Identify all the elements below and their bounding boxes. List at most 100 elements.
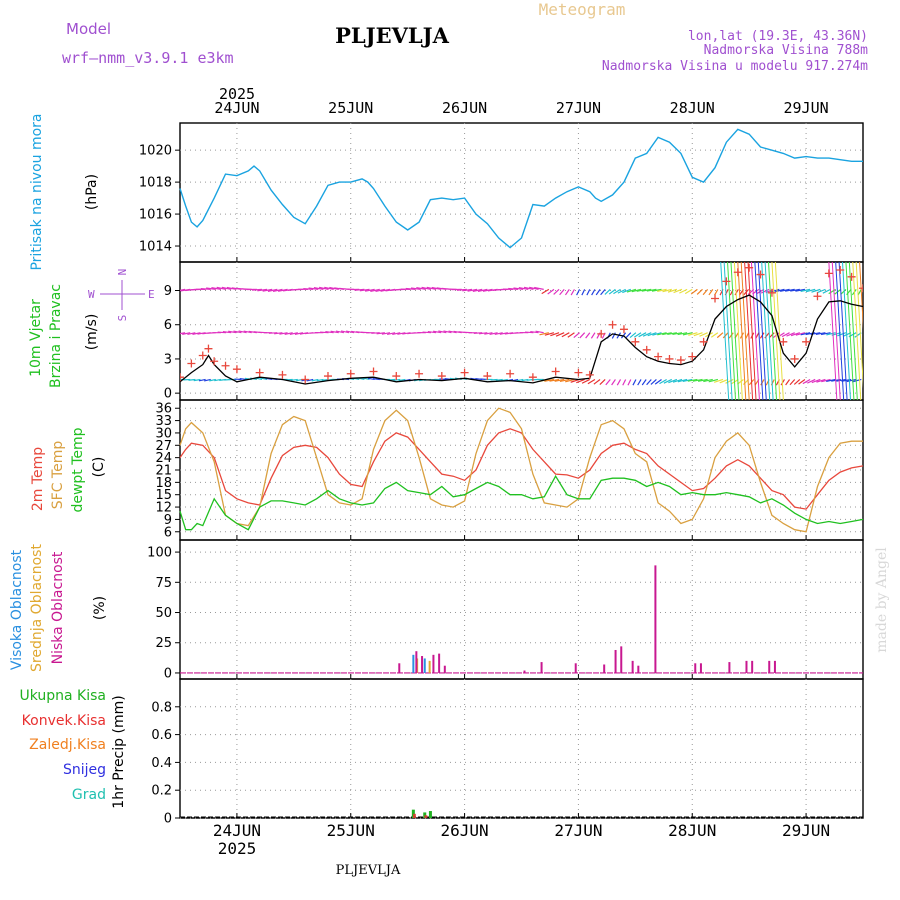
- wind-barb: [637, 379, 642, 386]
- wind-barb: [421, 286, 432, 290]
- wind-barb: [790, 288, 800, 292]
- wind-gust-marker: [210, 357, 219, 366]
- wind-barb: [431, 286, 442, 290]
- wind-barb: [793, 379, 801, 385]
- wind-barb: [663, 378, 673, 384]
- wind-barb: [734, 289, 739, 296]
- wind-barb: [433, 330, 442, 334]
- wind-barb: [690, 288, 698, 295]
- cloud-ytick-label: 0: [164, 666, 172, 681]
- wind-barb: [642, 332, 652, 337]
- wind-gust-marker: [847, 272, 856, 281]
- wind-strong-barb: [774, 262, 784, 400]
- wind-barb: [217, 331, 227, 334]
- wind-barb: [523, 286, 534, 290]
- cloud-low-bar: [773, 660, 776, 673]
- wind-barb: [646, 288, 657, 292]
- wind-barb: [289, 332, 298, 336]
- cloud-low-bar: [637, 665, 640, 673]
- wind-strong-barb: [737, 262, 747, 400]
- wind-barb: [524, 331, 534, 334]
- wind-barb: [693, 332, 703, 337]
- wind-barb: [405, 287, 416, 290]
- wind-barb: [550, 332, 560, 337]
- wind-gust-marker: [676, 356, 685, 365]
- temperature-ytick-label: 9: [164, 513, 172, 528]
- wind-barb: [221, 286, 232, 290]
- wind-barb: [703, 378, 713, 383]
- pressure-title: Pritisak na nivou mora: [29, 113, 45, 270]
- wind-barb: [272, 288, 283, 293]
- wind-gust-marker: [756, 270, 765, 279]
- wind-barb: [840, 288, 847, 295]
- wind-barb: [822, 288, 831, 294]
- year-label-bottom: 2025: [218, 839, 257, 858]
- wind-barb: [308, 287, 319, 290]
- wind-barb: [590, 332, 596, 339]
- precip-conv-bar: [412, 813, 416, 818]
- wind-barb: [627, 379, 632, 386]
- wind-barb: [626, 288, 637, 293]
- wind-gust-marker: [204, 344, 213, 353]
- cloud-high-bar: [412, 654, 415, 673]
- wind-barb: [193, 378, 201, 382]
- wind-speed-line: [180, 294, 863, 385]
- cloud-ytick-label: 25: [155, 636, 172, 651]
- cloud-low-bar: [415, 651, 418, 673]
- cloud-low-bar: [745, 660, 748, 673]
- wind-gust-marker: [180, 373, 184, 382]
- wind-barb: [211, 287, 222, 290]
- wind-unit: (m/s): [84, 314, 100, 351]
- cloud-title-high: Visoka Oblacnost: [9, 549, 25, 670]
- wind-barb: [745, 332, 750, 339]
- wind-gust-marker: [767, 288, 776, 297]
- cloud-high-bar: [423, 658, 426, 673]
- wind-barb: [354, 288, 365, 291]
- top-day-labels: 24JUN 25JUN 26JUN 27JUN 28JUN 29JUN: [214, 99, 828, 117]
- wind-barb: [559, 378, 570, 383]
- wind-barb: [561, 332, 570, 338]
- wind-gust-marker: [665, 354, 674, 363]
- wind-barb: [544, 332, 555, 336]
- wind-ytick-label: 3: [164, 352, 172, 367]
- wind-barb: [535, 330, 544, 334]
- cloud-low-bar: [654, 565, 657, 673]
- wind-barb: [482, 288, 493, 292]
- temp-title-dew: dewpt Temp: [70, 427, 86, 512]
- wind-barb: [846, 378, 857, 383]
- legend-ukupna-kisa: Ukupna Kisa: [19, 688, 106, 704]
- bottom-day-label: 24JUN: [213, 821, 261, 840]
- wind-gust-marker: [859, 284, 863, 293]
- wind-barb: [238, 330, 247, 334]
- model-label: Model: [66, 20, 111, 38]
- wind-barb: [499, 332, 508, 335]
- wind-barb: [495, 378, 503, 381]
- bottom-day-label: 28JUN: [668, 821, 716, 840]
- cloud-low-bar: [728, 662, 731, 673]
- wind-barb: [641, 288, 652, 292]
- wind-barb: [811, 378, 821, 384]
- wind-ytick-label: 6: [164, 318, 172, 333]
- wind-gust-marker: [574, 368, 583, 377]
- wind-barb: [306, 378, 314, 382]
- wind-gust-marker: [506, 369, 515, 378]
- wind-barb: [795, 332, 806, 336]
- wind-gust-marker: [278, 370, 287, 379]
- bottom-day-labels: 24JUN 25JUN 26JUN 27JUN 28JUN 29JUN: [213, 821, 830, 840]
- wind-barb: [708, 289, 714, 296]
- cloud-mid-bar: [428, 660, 431, 673]
- wind-barb: [539, 332, 549, 336]
- wind-gust-marker: [528, 373, 537, 382]
- temp-2m-line: [179, 428, 864, 510]
- wind-barb: [268, 332, 278, 334]
- legend-snijeg: Snijeg: [63, 762, 106, 778]
- wind-gust-marker: [460, 368, 469, 377]
- wind-barb: [311, 378, 319, 382]
- wind-barb: [816, 378, 826, 383]
- wind-barb: [398, 378, 406, 382]
- wind-strong-barb: [723, 262, 733, 400]
- wind-barb: [180, 332, 181, 334]
- temperature-ytick-label: 21: [155, 464, 172, 479]
- wind-barb: [622, 288, 631, 294]
- wind-panel: [180, 262, 863, 400]
